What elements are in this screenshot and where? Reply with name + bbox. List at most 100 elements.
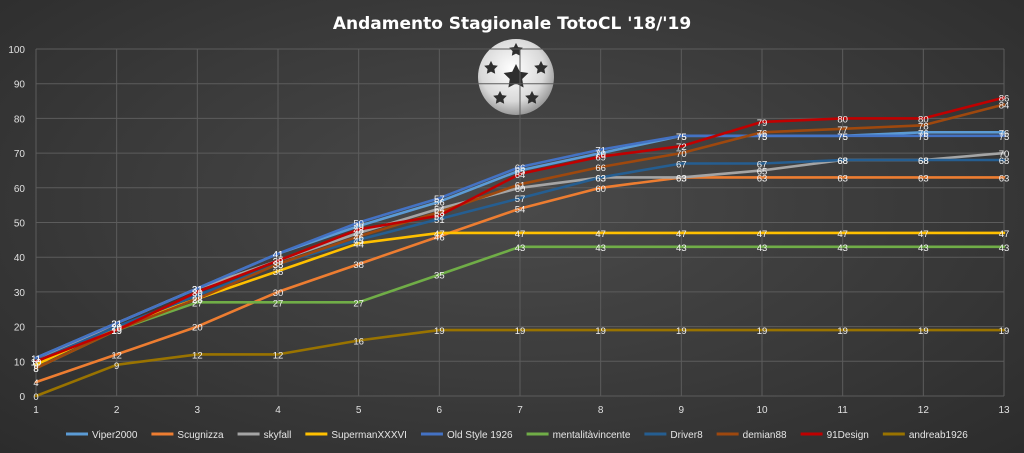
data-label: 47 [676,229,687,240]
data-label: 61 [515,180,526,191]
y-tick-label: 80 [14,114,26,125]
data-label: 16 [353,336,364,347]
data-label: 31 [192,284,203,295]
data-label: 76 [757,128,768,139]
x-tick-label: 12 [918,405,930,416]
data-label: 47 [515,229,526,240]
data-label: 78 [918,121,929,132]
data-label: 47 [595,229,606,240]
x-tick-label: 8 [598,405,604,416]
y-tick-label: 40 [14,253,26,264]
data-label: 43 [999,243,1010,254]
data-label: 20 [111,323,122,334]
data-label: 30 [192,288,203,299]
data-label: 63 [837,173,848,184]
data-label: 71 [595,146,606,157]
data-label: 43 [515,243,526,254]
data-label: 69 [595,153,606,164]
data-label: 63 [676,173,687,184]
series-line-5 [34,245,1006,370]
legend: Viper2000 Scugnizza skyfall SupermanXXXVI Ol… [66,430,968,441]
x-tick-label: 1 [33,405,39,416]
series-line-9 [34,328,1006,398]
x-axis: 1 2 3 4 5 6 7 8 9 10 11 12 13 [33,405,1010,416]
x-tick-label: 13 [998,405,1010,416]
data-label: 63 [595,173,606,184]
data-label: 30 [273,288,284,299]
x-tick-label: 2 [114,405,120,416]
y-tick-label: 50 [14,219,26,230]
data-label: 19 [111,326,122,337]
data-label: 19 [111,326,122,337]
y-tick-label: 100 [8,45,25,56]
x-tick-label: 3 [195,405,201,416]
data-label: 52 [434,212,445,223]
data-label: 41 [273,250,284,261]
data-label: 60 [515,184,526,195]
legend-entry: SupermanXXXVI [331,430,407,441]
data-label: 12 [273,350,284,361]
data-label: 38 [273,260,284,271]
legend-entry: andreab1926 [909,430,968,441]
data-label: 9 [114,361,119,372]
data-label: 84 [999,101,1010,112]
data-label: 63 [595,173,606,184]
data-label: 41 [273,250,284,261]
data-label: 9 [33,361,38,372]
data-label: 31 [192,284,203,295]
series-lines [34,96,1006,398]
data-label: 8 [33,364,38,375]
data-label: 35 [434,271,445,282]
chart-title: Andamento Stagionale TotoCL '18/'19 [333,14,691,34]
data-label: 19 [918,326,929,337]
data-label: 47 [757,229,768,240]
x-tick-label: 9 [679,405,685,416]
x-tick-label: 10 [756,405,768,416]
x-tick-label: 6 [437,405,443,416]
data-label: 0 [33,392,38,403]
x-tick-label: 4 [275,405,281,416]
legend-entry: skyfall [264,430,292,441]
data-label: 47 [837,229,848,240]
data-label: 19 [757,326,768,337]
data-label: 44 [353,239,364,250]
data-label: 57 [515,194,526,205]
data-label: 70 [999,149,1010,160]
data-label: 27 [353,298,364,309]
data-label: 47 [353,229,364,240]
data-label: 66 [515,163,526,174]
data-label: 56 [434,198,445,209]
data-label: 47 [434,229,445,240]
data-label: 50 [353,219,364,230]
data-label: 46 [353,232,364,243]
data-label: 79 [757,118,768,129]
data-label: 70 [595,149,606,160]
data-label: 54 [434,205,445,216]
data-label: 19 [434,326,445,337]
data-label: 39 [273,257,284,268]
data-label: 28 [192,295,203,306]
data-label: 38 [353,260,364,271]
legend-entry: Scugnizza [177,430,224,441]
data-label: 43 [757,243,768,254]
data-label: 68 [918,156,929,167]
data-label: 63 [676,173,687,184]
data-label: 47 [918,229,929,240]
data-label: 10 [31,357,42,368]
data-label: 19 [595,326,606,337]
data-label: 27 [192,298,203,309]
data-label: 43 [595,243,606,254]
data-label: 11 [31,354,41,365]
data-label: 75 [837,132,848,143]
data-label: 63 [999,173,1010,184]
series-line-1 [34,176,1006,384]
data-label: 63 [757,173,768,184]
data-label: 20 [192,323,203,334]
x-tick-label: 11 [837,405,848,416]
y-tick-label: 70 [14,149,26,160]
series-line-4 [34,134,1006,360]
data-label: 54 [515,205,526,216]
data-label: 46 [434,232,445,243]
gridlines [35,48,1005,397]
